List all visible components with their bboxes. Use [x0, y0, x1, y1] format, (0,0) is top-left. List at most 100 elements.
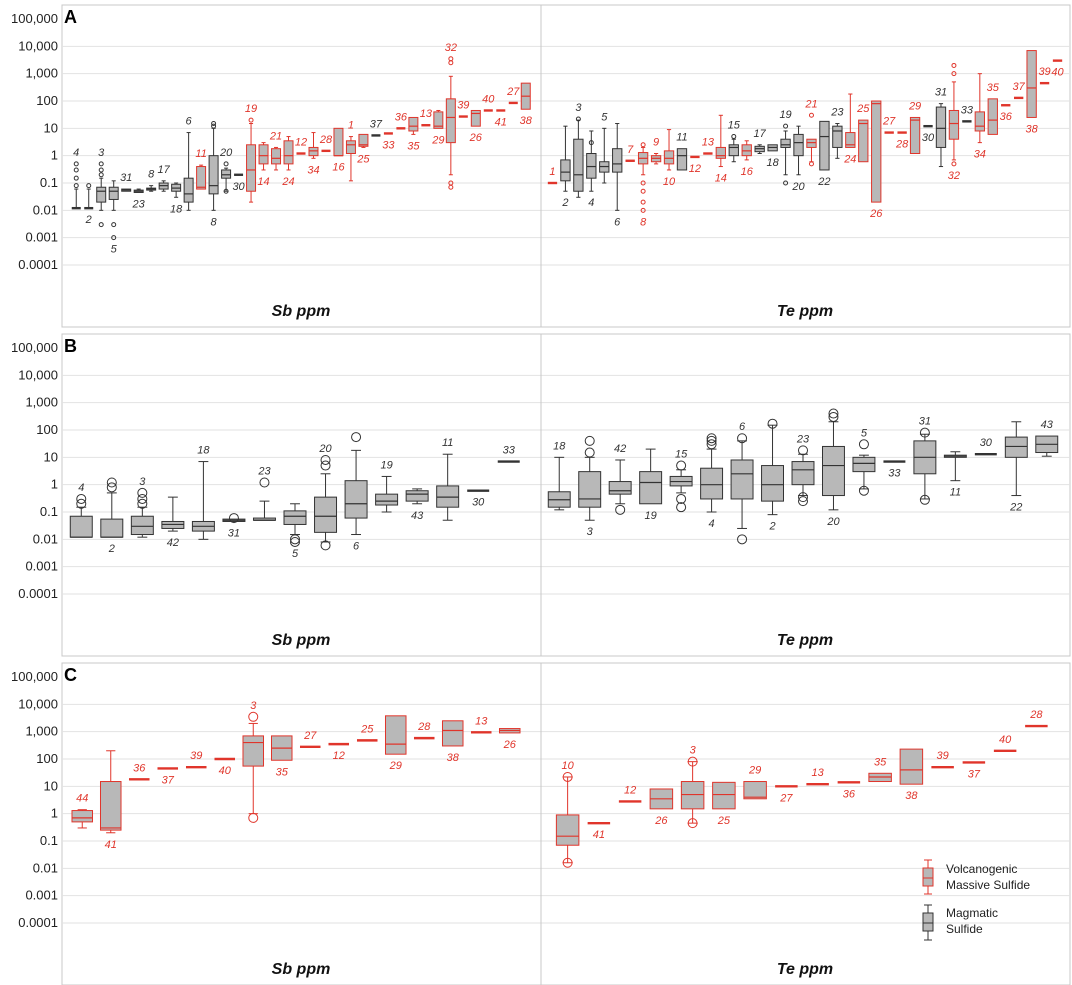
box-18: 18: [170, 182, 183, 215]
x-axis-label: Te ppm: [777, 303, 833, 320]
y-tick-label: 0.1: [40, 175, 58, 190]
y-tick-label: 100: [36, 93, 58, 108]
outlier: [687, 756, 698, 767]
box-26: 26: [469, 109, 483, 144]
y-tick-label: 0.001: [25, 888, 58, 903]
box-label: 3: [139, 476, 146, 488]
box-label: 38: [520, 115, 533, 127]
box-label: 22: [817, 176, 830, 188]
x-axis-label: Sb ppm: [272, 961, 331, 978]
box-label: 25: [856, 103, 870, 115]
box-42: 42: [161, 496, 185, 549]
y-tick-label: 1: [51, 477, 58, 492]
box-label: 33: [382, 139, 395, 151]
box-10: 10: [555, 760, 580, 868]
box-label: 36: [843, 788, 856, 800]
box-3: 3: [578, 435, 602, 538]
box-iqr: [974, 111, 985, 132]
box-label: 12: [333, 750, 345, 762]
box-label: 24: [281, 176, 294, 188]
box-label: 3: [587, 526, 594, 538]
box-label: 11: [950, 487, 961, 499]
box-28: 28: [1025, 709, 1048, 728]
box-label: 19: [380, 459, 392, 471]
box-label: 12: [295, 137, 307, 149]
y-tick-label: 0.1: [40, 833, 58, 848]
box-39: 39: [1038, 66, 1051, 85]
box-41: 41: [99, 750, 122, 851]
outlier: [640, 207, 646, 213]
outlier: [706, 435, 717, 446]
box-iqr: [283, 140, 294, 165]
box-40: 40: [214, 757, 236, 777]
box-37: 37: [370, 118, 383, 137]
box-26: 26: [649, 788, 674, 827]
box-label: 18: [197, 445, 210, 457]
outlier: [919, 427, 930, 438]
x-axis-label: Te ppm: [777, 632, 833, 649]
outlier: [248, 812, 259, 823]
box-label: 7: [627, 144, 634, 156]
box-iqr: [680, 781, 705, 810]
box-29: 29: [743, 765, 767, 800]
box-label: 36: [133, 762, 146, 774]
x-axis-label: Sb ppm: [272, 303, 331, 320]
box-41: 41: [587, 821, 611, 841]
outlier: [737, 433, 748, 444]
outlier: [228, 513, 239, 524]
outlier: [798, 445, 808, 456]
outlier: [448, 56, 454, 62]
outlier: [73, 167, 79, 173]
box-2: 2: [84, 183, 94, 226]
box-iqr: [96, 186, 107, 203]
box-iqr: [69, 515, 93, 538]
box-label: 6: [186, 116, 193, 128]
outlier: [808, 112, 814, 118]
outlier: [706, 433, 717, 444]
y-tick-label: 0.01: [33, 202, 58, 217]
box-label: 40: [999, 734, 1012, 746]
box-label: 42: [167, 537, 179, 549]
box-label: 20: [826, 516, 840, 528]
box-iqr: [712, 781, 736, 810]
box-label: 20: [791, 181, 805, 193]
y-tick-label: 100: [36, 422, 58, 437]
box-label: 23: [257, 466, 271, 478]
box-label: 38: [905, 790, 918, 802]
box-label: 40: [482, 93, 495, 105]
box-16: 16: [741, 140, 754, 178]
box-label: 38: [447, 752, 460, 764]
box-iqr: [871, 100, 882, 203]
box-2: 2: [560, 125, 571, 209]
outlier: [858, 439, 869, 450]
box-label: 11: [676, 132, 687, 144]
box-label: 35: [407, 140, 420, 152]
outlier: [111, 222, 117, 228]
box-label: 22: [1009, 502, 1022, 514]
box-5: 5: [599, 111, 610, 184]
box-12: 12: [618, 784, 642, 803]
outlier: [919, 494, 930, 505]
box-iqr: [441, 720, 464, 747]
outlier: [73, 183, 79, 189]
box-iqr: [1026, 50, 1037, 118]
box-38: 38: [520, 82, 533, 127]
box-18: 18: [547, 440, 571, 511]
outlier: [223, 188, 229, 194]
y-tick-label: 0.1: [40, 504, 58, 519]
box-iqr: [314, 496, 338, 533]
outlier: [76, 498, 87, 509]
box-23: 23: [132, 188, 146, 210]
box-label: 41: [495, 116, 507, 128]
outlier: [737, 534, 748, 545]
box-40: 40: [993, 734, 1017, 752]
outlier: [676, 460, 687, 471]
box-iqr: [791, 461, 815, 486]
box-label: 18: [553, 440, 566, 452]
box-label: 41: [105, 839, 117, 851]
box-43: 43: [405, 488, 429, 522]
legend-magmatic-line2: Sulfide: [946, 922, 983, 936]
box-36: 36: [1000, 104, 1013, 123]
outlier: [783, 180, 789, 186]
box-label: 12: [689, 163, 701, 175]
